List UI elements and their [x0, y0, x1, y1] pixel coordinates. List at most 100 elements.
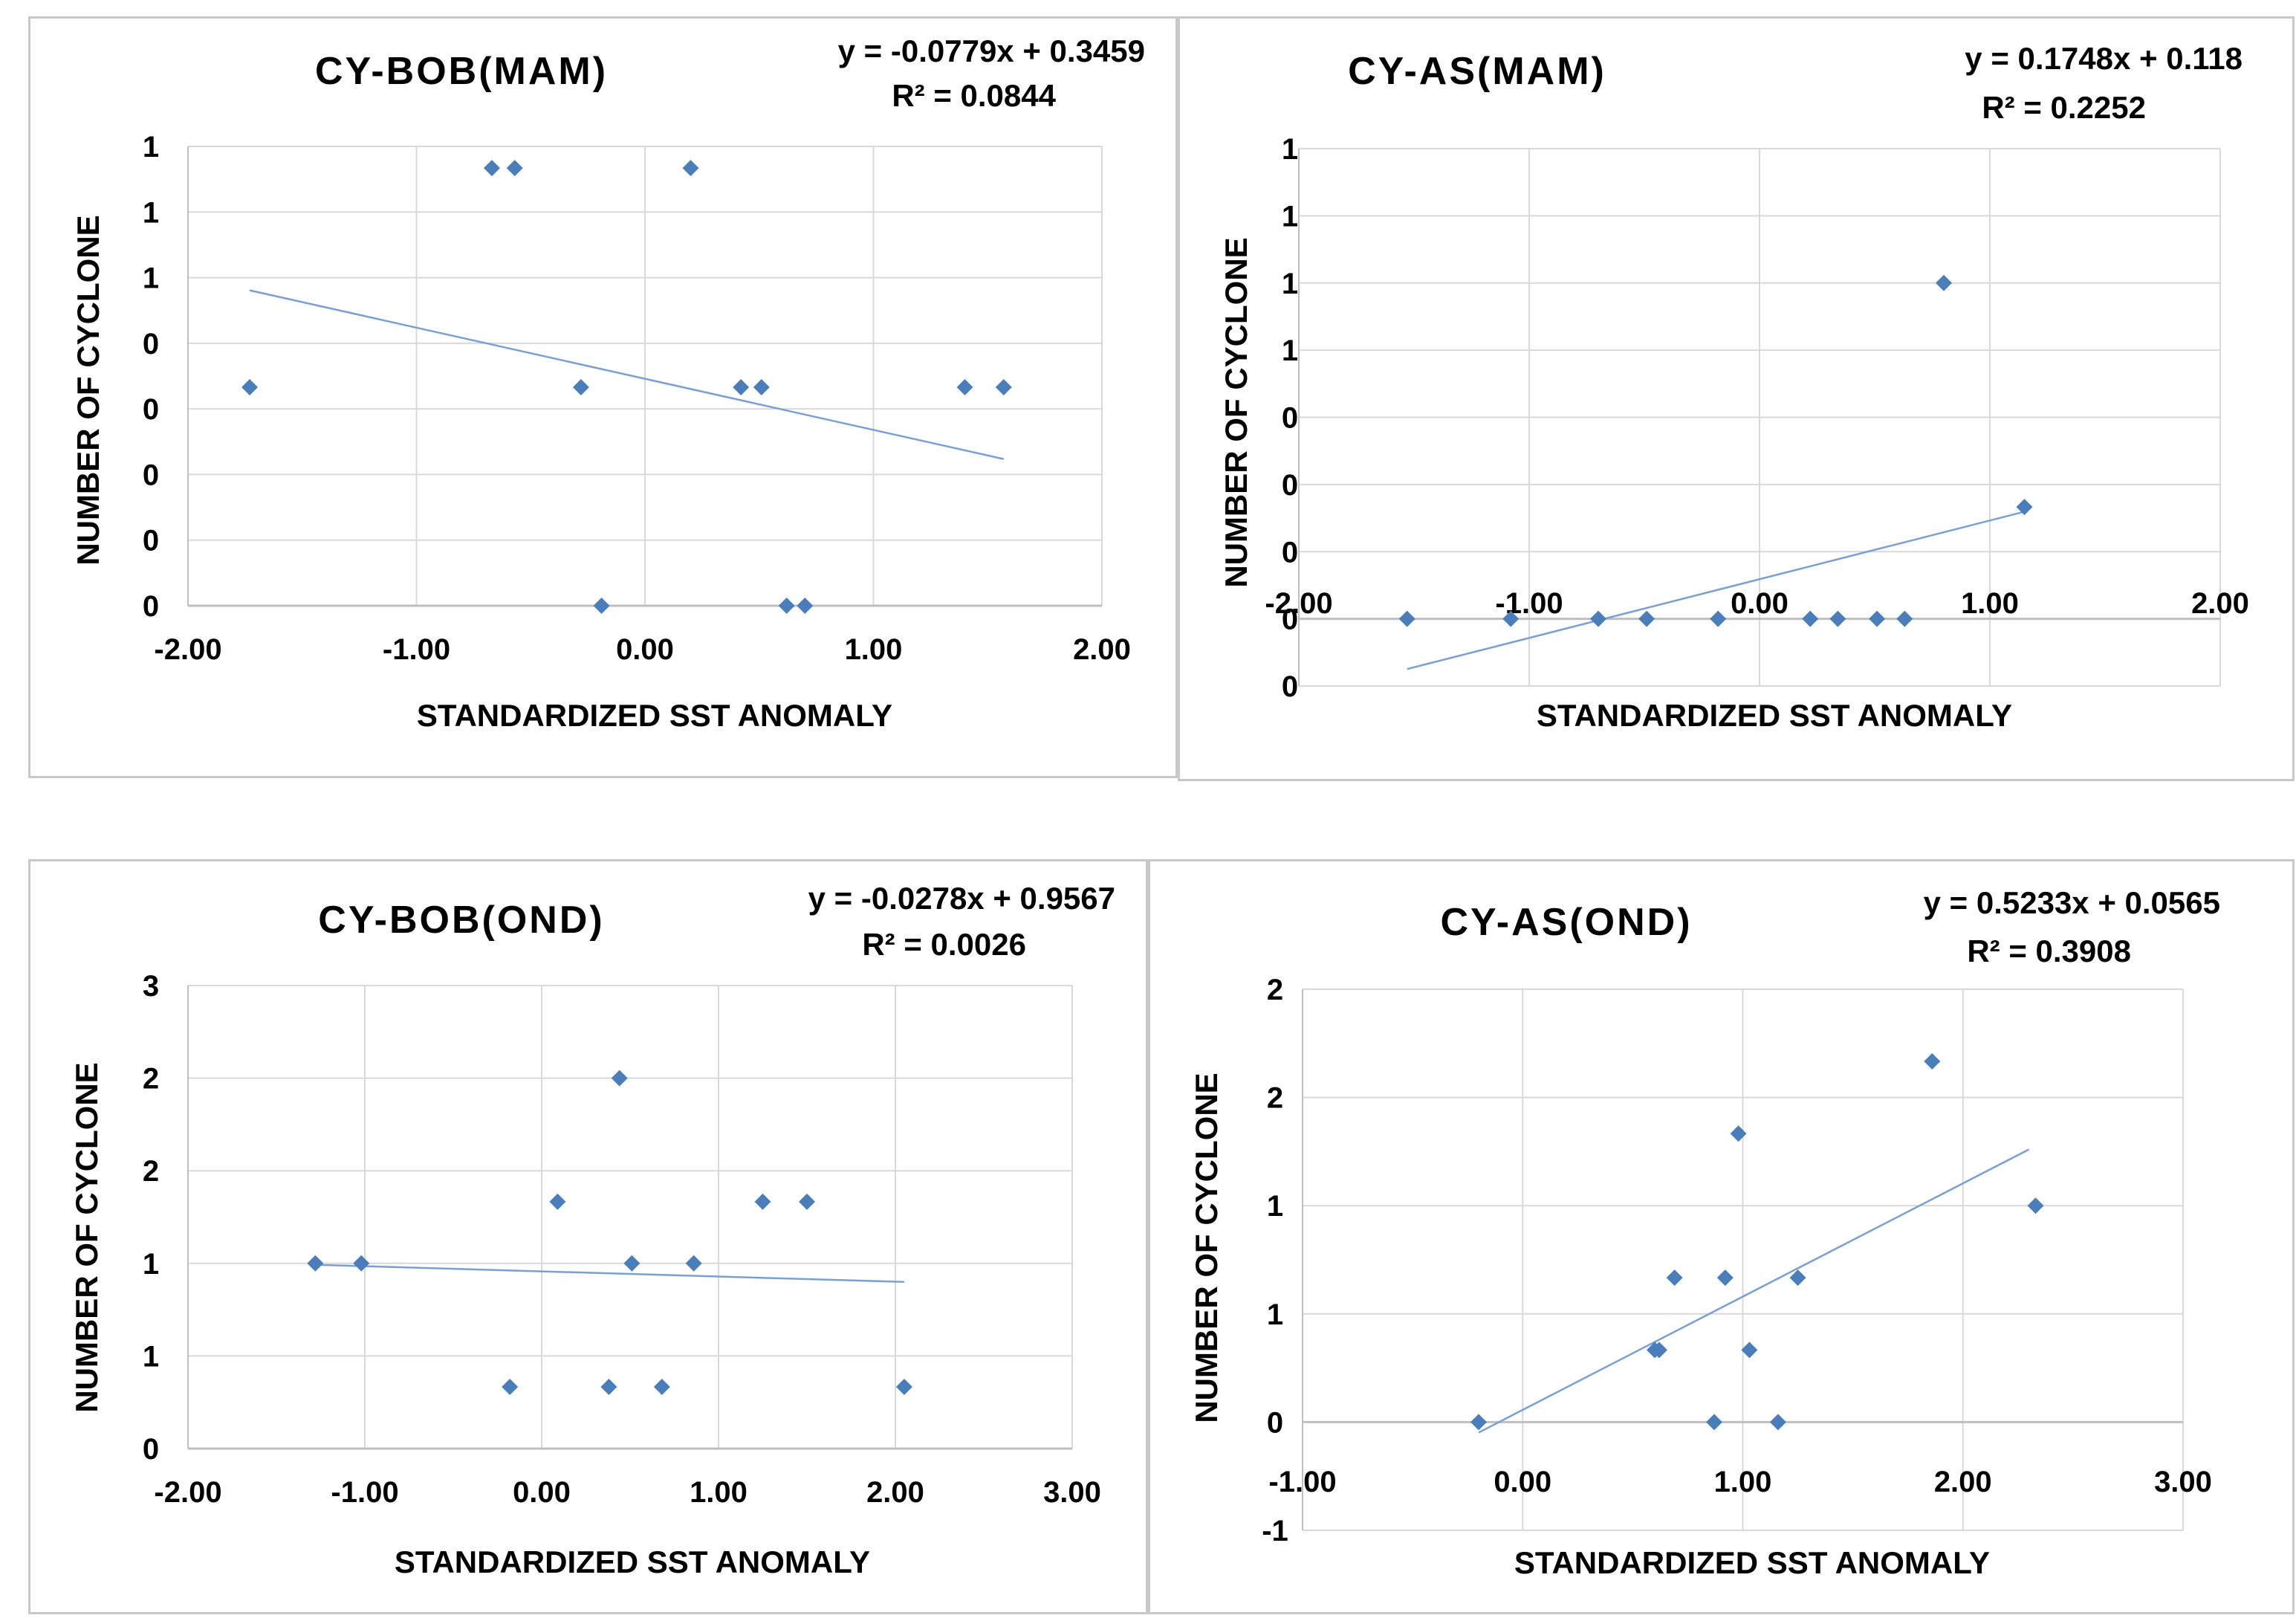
y-tick-label: 1 — [1282, 200, 1298, 233]
x-tick-label: -1.00 — [1268, 1466, 1336, 1498]
data-point — [1829, 610, 1846, 627]
x-tick-label: 2.00 — [1073, 633, 1131, 666]
data-point — [2027, 1197, 2044, 1214]
data-point — [1869, 610, 1886, 627]
x-tick-label: 2.00 — [2191, 587, 2249, 620]
trendline — [315, 1264, 904, 1284]
x-tick-label: 1.00 — [690, 1476, 748, 1509]
data-point — [1398, 610, 1415, 627]
y-tick-label: 2 — [1267, 974, 1283, 1006]
y-tick-label: 0 — [1282, 536, 1298, 569]
y-tick-label: 0 — [143, 328, 159, 360]
data-point — [1650, 1342, 1667, 1359]
x-tick-label: 0.00 — [1494, 1466, 1551, 1498]
y-tick-label: 2 — [143, 1063, 159, 1096]
y-tick-label: 1 — [143, 1340, 159, 1373]
data-point — [549, 1193, 566, 1210]
trend-equation: y = 0.1748x + 0.118 — [1965, 41, 2243, 76]
x-tick-label: 1.00 — [845, 633, 903, 666]
y-tick-label: 1 — [1282, 334, 1298, 367]
chart-svg: -2.00 -1.00 0.00 1.00 2.00 0 0 0 0 0 1 1 1 1 CY-AS(MAM… — [1219, 41, 2249, 733]
y-axis-title: NUMBER OF CYCLONE — [71, 215, 106, 565]
data-point — [1638, 610, 1655, 627]
data-point — [778, 598, 795, 614]
x-tick-label: -2.00 — [154, 1476, 221, 1509]
y-axis-title: NUMBER OF CYCLONE — [1219, 237, 1254, 587]
x-tick-label: -1.00 — [1495, 587, 1563, 620]
data-point — [506, 160, 523, 177]
data-point — [653, 1379, 670, 1396]
trend-equation: y = 0.5233x + 0.0565 — [1924, 885, 2220, 920]
data-point — [995, 379, 1012, 396]
trendline — [249, 289, 1005, 460]
y-tick-label: 1 — [143, 131, 159, 164]
y-tick-label: 0 — [1282, 670, 1298, 703]
chart-svg: -2.00 -1.00 0.00 1.00 2.00 3.00 0 1 1 2 2 3 CY-BOB(O… — [69, 881, 1115, 1579]
data-point — [1590, 610, 1606, 627]
y-tick-label: 2 — [1267, 1082, 1283, 1115]
x-tick-label: 3.00 — [2154, 1466, 2212, 1498]
y-tick-label: 0 — [1282, 604, 1298, 636]
y-tick-label: 0 — [143, 1433, 159, 1466]
data-point — [685, 1255, 702, 1272]
trendline — [1478, 1148, 2030, 1434]
y-tick-label: 3 — [143, 970, 159, 1003]
r-squared-label: R² = 0.0026 — [862, 927, 1026, 962]
data-point — [1666, 1269, 1683, 1287]
y-tick-label: -1 — [1262, 1515, 1288, 1547]
data-point — [1741, 1342, 1758, 1359]
chart-panel-as-mam: -2.00 -1.00 0.00 1.00 2.00 0 0 0 0 0 1 1 1 1 CY-AS(MAM… — [1178, 16, 2295, 781]
data-point — [2016, 499, 2033, 516]
data-point — [1896, 610, 1913, 627]
y-tick-label: 1 — [143, 1248, 159, 1281]
data-point — [307, 1255, 324, 1272]
data-point — [1769, 1414, 1786, 1431]
y-tick-label: 0 — [1282, 402, 1298, 435]
trend-equation: y = -0.0779x + 0.3459 — [838, 33, 1145, 68]
data-point — [1502, 610, 1520, 627]
data-point — [1730, 1125, 1747, 1142]
data-point — [1789, 1269, 1806, 1287]
data-point — [353, 1255, 370, 1272]
trendline — [1407, 511, 2025, 670]
y-tick-label: 0 — [1267, 1406, 1283, 1439]
y-tick-label: 1 — [143, 262, 159, 295]
r-squared-label: R² = 0.2252 — [1982, 90, 2146, 125]
y-tick-label: 1 — [1282, 133, 1298, 166]
data-point — [241, 379, 259, 396]
x-tick-label: -1.00 — [383, 633, 450, 666]
r-squared-label: R² = 0.3908 — [1967, 934, 2131, 968]
data-point — [1802, 610, 1819, 627]
trend-equation: y = -0.0278x + 0.9567 — [808, 881, 1115, 916]
data-point — [799, 1193, 815, 1210]
x-tick-label: 2.00 — [866, 1476, 924, 1509]
y-tick-label: 1 — [1282, 268, 1298, 300]
x-tick-label: 0.00 — [513, 1476, 571, 1509]
y-tick-label: 1 — [1267, 1190, 1283, 1223]
x-tick-label: 1.00 — [1714, 1466, 1772, 1498]
data-point — [956, 379, 973, 396]
y-tick-label: 1 — [143, 196, 159, 229]
data-point — [1936, 274, 1952, 291]
data-point — [1716, 1269, 1734, 1287]
chart-title: CY-AS(MAM) — [1348, 50, 1606, 93]
data-point — [623, 1255, 641, 1272]
y-axis-title: NUMBER OF CYCLONE — [1189, 1072, 1224, 1423]
data-point — [895, 1379, 912, 1396]
data-point — [753, 379, 770, 396]
data-point — [797, 598, 814, 614]
y-tick-label: 0 — [143, 590, 159, 623]
x-tick-label: -1.00 — [331, 1476, 398, 1509]
y-tick-label: 1 — [1267, 1298, 1283, 1331]
data-point — [1710, 610, 1727, 627]
x-axis-title: STANDARDIZED SST ANOMALY — [1537, 698, 2012, 733]
data-point — [754, 1193, 771, 1210]
y-tick-label: 0 — [1282, 469, 1298, 502]
data-point — [572, 379, 589, 396]
y-axis-title: NUMBER OF CYCLONE — [69, 1062, 104, 1412]
data-point — [611, 1070, 628, 1087]
x-axis-title: STANDARDIZED SST ANOMALY — [417, 698, 892, 733]
x-tick-label: 3.00 — [1043, 1476, 1101, 1509]
chart-panel-bob-ond: -2.00 -1.00 0.00 1.00 2.00 3.00 0 1 1 2 2 3 CY-BOB(O… — [28, 859, 1148, 1614]
